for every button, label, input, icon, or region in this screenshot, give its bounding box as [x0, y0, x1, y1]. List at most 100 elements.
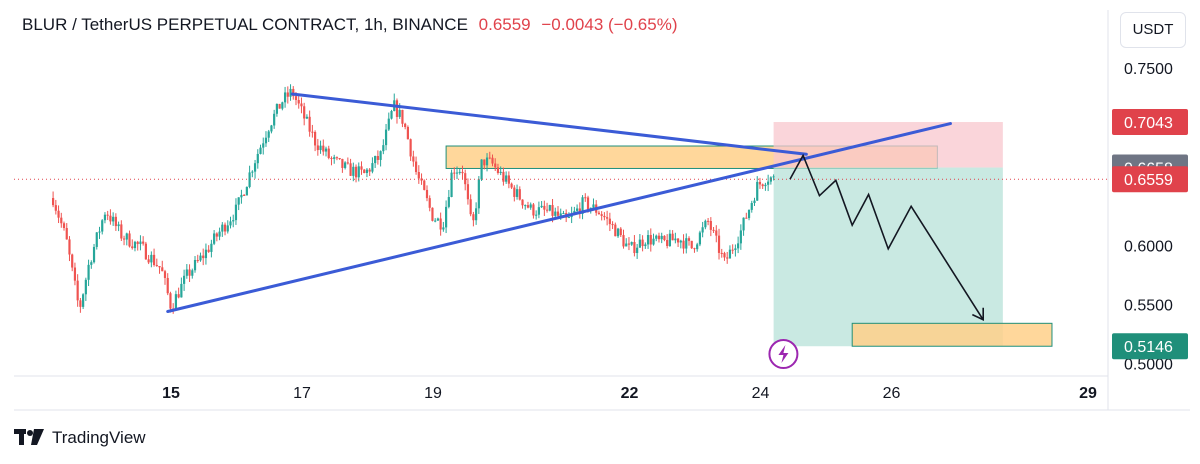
candle [387, 118, 390, 130]
projection-arrowhead [972, 307, 985, 322]
candle [723, 253, 726, 258]
candle [327, 148, 330, 158]
candle [619, 228, 622, 236]
candle [376, 156, 379, 160]
candle [494, 163, 497, 168]
candle [73, 267, 77, 281]
candle [125, 233, 128, 240]
candle [131, 246, 134, 249]
candle [62, 223, 66, 229]
candle [300, 103, 303, 107]
candle [412, 156, 415, 162]
candle [603, 215, 606, 218]
candle [502, 171, 505, 182]
candle [136, 241, 139, 245]
candle [142, 241, 145, 244]
candle [193, 259, 197, 271]
y-tick-label: 0.5500 [1124, 297, 1173, 314]
candle [60, 217, 63, 224]
candle [95, 232, 98, 247]
candle [447, 197, 450, 207]
candle [65, 228, 68, 240]
tradingview-logo-icon [14, 429, 44, 445]
candle [499, 171, 502, 173]
candle [676, 238, 680, 243]
candle [507, 175, 510, 184]
candle [308, 116, 311, 132]
candle [133, 241, 137, 249]
candle [174, 294, 178, 309]
candle [218, 231, 221, 237]
candle [466, 184, 470, 200]
candle [390, 110, 393, 119]
candle [709, 220, 712, 230]
candle [248, 172, 251, 187]
candle [750, 203, 753, 210]
candle [155, 264, 158, 266]
candle [232, 220, 235, 222]
take-profit-zone [773, 167, 1003, 347]
candle [573, 210, 576, 214]
candle [668, 233, 671, 246]
candle [666, 240, 669, 246]
x-tick-label: 17 [293, 385, 311, 402]
candle [188, 269, 191, 276]
candle [475, 208, 478, 221]
candle [455, 172, 459, 174]
price-label: 0.7043 [1112, 109, 1188, 136]
candle [92, 246, 96, 263]
candle [82, 294, 85, 307]
candle [638, 239, 641, 248]
candle [374, 156, 377, 164]
last-price: 0.6559 [478, 15, 531, 34]
candle [693, 248, 696, 250]
candle [357, 166, 360, 178]
candle [237, 197, 240, 205]
candle [597, 212, 601, 215]
currency-button[interactable]: USDT [1120, 12, 1186, 48]
candle [262, 143, 265, 148]
candle [510, 183, 513, 188]
candle [273, 113, 276, 126]
candle [404, 123, 407, 127]
candle [485, 157, 489, 166]
candle [243, 194, 246, 196]
footer-brand[interactable]: TradingView [14, 428, 146, 448]
candle [365, 169, 369, 173]
candle [742, 217, 745, 231]
candle [608, 218, 611, 225]
y-tick-label: 0.7500 [1124, 61, 1173, 78]
candle [349, 163, 352, 176]
candle [450, 172, 453, 198]
candle [663, 235, 666, 241]
candle [720, 252, 723, 254]
flash-icon[interactable] [768, 339, 799, 370]
candle [101, 220, 104, 232]
candle [464, 173, 467, 185]
candle [644, 244, 647, 247]
candle [526, 205, 530, 208]
candle [354, 166, 358, 178]
candle [611, 224, 614, 226]
candle [513, 187, 516, 197]
candle [420, 178, 423, 181]
price-label-text: 0.5146 [1124, 339, 1173, 356]
candle [442, 227, 445, 230]
candle [423, 180, 426, 190]
candle [87, 264, 90, 280]
candle [630, 242, 633, 245]
price-label: 0.5146 [1112, 333, 1188, 360]
candle [636, 247, 639, 254]
candle [679, 240, 682, 243]
candle [183, 275, 186, 284]
candle [434, 220, 437, 222]
candle [614, 224, 617, 237]
symbol-title: BLUR / TetherUS PERPETUAL CONTRACT, 1h, … [22, 15, 468, 34]
projection-path [789, 153, 984, 321]
candle [120, 224, 123, 239]
candle [128, 233, 131, 247]
candle [491, 157, 494, 164]
candle [144, 243, 147, 260]
